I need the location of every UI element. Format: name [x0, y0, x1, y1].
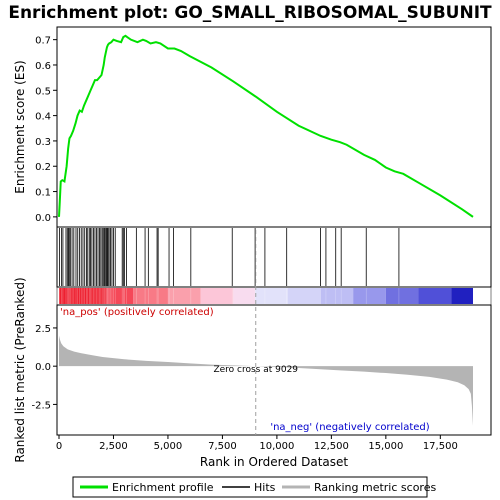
es-y-axis: 0.0 0.1 0.2 0.3 0.4 0.5 0.6 0.7	[35, 36, 57, 224]
es-y-tick-label: 0.3	[35, 137, 51, 148]
heatmap-band	[255, 288, 288, 304]
x-axis-label: Rank in Ordered Dataset	[200, 455, 348, 469]
neg-correlated-label: 'na_neg' (negatively correlated)	[270, 422, 429, 433]
heatmap-band	[200, 288, 234, 304]
zero-cross-label: Zero cross at 9029	[213, 365, 298, 375]
heatmap-band	[287, 288, 321, 304]
es-y-tick-label: 0.4	[35, 112, 51, 123]
x-tick-label: 7,500	[208, 441, 237, 452]
heatmap-band	[59, 288, 107, 304]
metric-y-tick-label: -2.5	[31, 400, 51, 411]
es-y-tick-label: 0.1	[35, 188, 51, 199]
x-tick-label: 17,500	[423, 441, 458, 452]
es-panel-frame	[56, 26, 492, 228]
hit-markers	[59, 228, 400, 286]
es-y-tick-label: 0.6	[35, 61, 51, 72]
x-tick-label: 10,000	[259, 441, 294, 452]
es-y-tick-label: 0.5	[35, 86, 51, 97]
es-y-axis-label: Enrichment score (ES)	[13, 60, 27, 193]
metric-y-tick-label: 0.0	[35, 362, 51, 373]
es-y-tick-label: 0.2	[35, 162, 51, 173]
heatmap-band	[320, 288, 354, 304]
legend-metric-label: Ranking metric scores	[314, 481, 436, 494]
es-y-tick-label: 0.0	[35, 213, 51, 224]
heatmap-band	[353, 288, 386, 304]
pos-correlated-label: 'na_pos' (positively correlated)	[60, 307, 214, 318]
hits-panel-frame	[56, 226, 492, 288]
metric-y-axis: -2.5 0.0 2.5	[31, 324, 57, 411]
heatmap-band	[167, 288, 201, 304]
metric-y-axis-label: Ranked list metric (PreRanked)	[13, 277, 27, 462]
ranking-heatmap-bar	[59, 288, 473, 304]
heatmap-band	[385, 288, 419, 304]
es-y-tick-label: 0.7	[35, 36, 51, 47]
x-tick-label: 0	[56, 441, 62, 452]
legend-hits-label: Hits	[254, 481, 276, 494]
heatmap-band	[418, 288, 452, 304]
heatmap-band	[133, 288, 168, 304]
x-tick-label: 15,000	[368, 441, 403, 452]
heatmap-band	[233, 288, 256, 304]
heatmap-band	[106, 288, 134, 304]
x-tick-label: 12,500	[314, 441, 349, 452]
es-curve	[58, 34, 474, 218]
chart-title: Enrichment plot: GO_SMALL_RIBOSOMAL_SUBU…	[8, 3, 492, 23]
rank-x-axis: 0 2,500 5,000 7,500 10,000 12,500 15,000 17,500	[56, 435, 458, 452]
heatmap-band	[451, 288, 473, 304]
legend-es-label: Enrichment profile	[112, 481, 214, 494]
x-tick-label: 2,500	[99, 441, 128, 452]
x-tick-label: 5,000	[154, 441, 183, 452]
metric-y-tick-label: 2.5	[35, 324, 51, 335]
